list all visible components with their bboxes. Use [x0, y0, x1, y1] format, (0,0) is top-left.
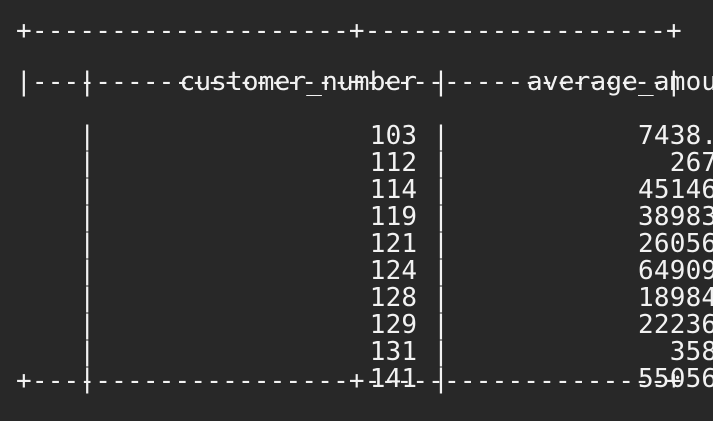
- table-row: |124 |64909.8 |: [16, 231, 696, 258]
- table-row: |131 |35880 |: [16, 312, 696, 339]
- table-row: |112 |26727 |: [16, 123, 696, 150]
- table-top-border: +--------------------+------------------…: [16, 18, 696, 45]
- table-row: |128 |18984.4 |: [16, 258, 696, 285]
- table-row: |114 |45146.3 |: [16, 150, 696, 177]
- terminal-output: +--------------------+------------------…: [0, 0, 713, 408]
- table-row: |141 |55056.8 |: [16, 339, 696, 366]
- header-separator: |--------------------+------------------…: [16, 69, 696, 96]
- table-bottom-border: +--------------------+------------------…: [16, 368, 696, 395]
- table-row: |119 |38983.2 |: [16, 177, 696, 204]
- table-row: |103 |7438.12 |: [16, 96, 696, 123]
- table-row: |129 |22236.9 |: [16, 285, 696, 312]
- table-header-row: |customer_number |average_amount |: [16, 42, 696, 69]
- table-row: |121 |26056.2 |: [16, 204, 696, 231]
